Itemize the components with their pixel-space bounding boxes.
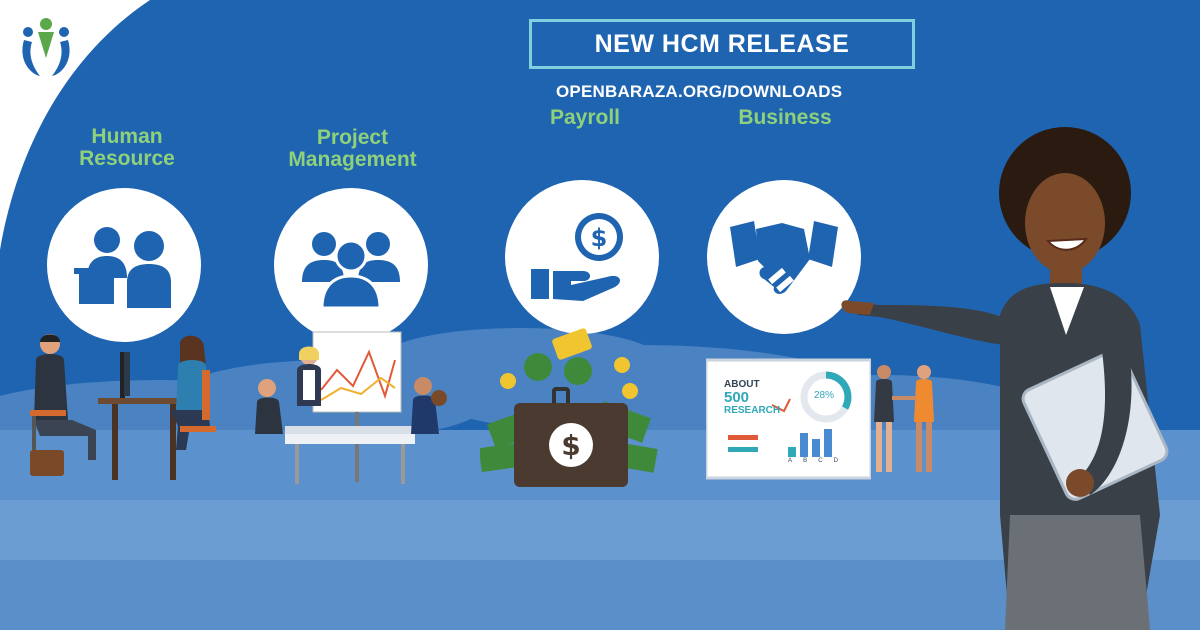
openbaraza-logo-icon bbox=[12, 12, 80, 80]
category-label-business: Business bbox=[720, 107, 850, 129]
bar-label: A bbox=[788, 458, 793, 464]
handshake-people-illustration bbox=[874, 365, 934, 472]
project-management-circle[interactable] bbox=[274, 188, 428, 342]
bar-label: D bbox=[833, 458, 838, 464]
category-label-line: Payroll bbox=[549, 106, 621, 129]
category-label-line: Business bbox=[738, 106, 832, 129]
board-bar-labels: A B C D bbox=[788, 458, 838, 464]
category-label-project-management: Project Management bbox=[270, 127, 435, 171]
release-title: NEW HCM RELEASE bbox=[594, 29, 850, 58]
category-label-line: Project bbox=[316, 126, 389, 149]
presentation-meeting-illustration bbox=[255, 331, 447, 484]
category-label-line: Resource bbox=[79, 147, 175, 170]
board-research-label: RESEARCH bbox=[724, 405, 781, 416]
money-briefcase-illustration: $ bbox=[480, 328, 658, 487]
board-number-label: 500 bbox=[724, 389, 750, 406]
downloads-url[interactable]: OPENBARAZA.ORG/DOWNLOADS bbox=[556, 82, 843, 101]
office-people-icon bbox=[74, 227, 171, 308]
category-label-line: Management bbox=[288, 148, 417, 171]
office-meeting-illustration bbox=[30, 334, 216, 480]
payroll-circle[interactable]: $ bbox=[505, 180, 659, 334]
business-circle[interactable] bbox=[707, 180, 861, 334]
svg-text:$: $ bbox=[591, 224, 608, 252]
category-label-payroll: Payroll bbox=[530, 107, 640, 129]
bar-label: B bbox=[803, 458, 808, 464]
human-resource-circle[interactable] bbox=[47, 188, 201, 342]
handshake-icon bbox=[730, 221, 838, 294]
dollar-sign-icon: $ bbox=[561, 429, 580, 462]
presenter-woman-illustration bbox=[841, 127, 1169, 630]
bar-label: C bbox=[818, 458, 823, 464]
category-label-line: Human bbox=[91, 125, 163, 148]
board-about-label: ABOUT bbox=[724, 379, 760, 390]
release-title-banner: NEW HCM RELEASE bbox=[529, 19, 915, 69]
category-label-human-resource: Human Resource bbox=[62, 126, 192, 170]
team-group-icon bbox=[302, 232, 400, 310]
hand-coin-icon: $ bbox=[531, 213, 623, 301]
board-percent-label: 28% bbox=[814, 390, 835, 401]
